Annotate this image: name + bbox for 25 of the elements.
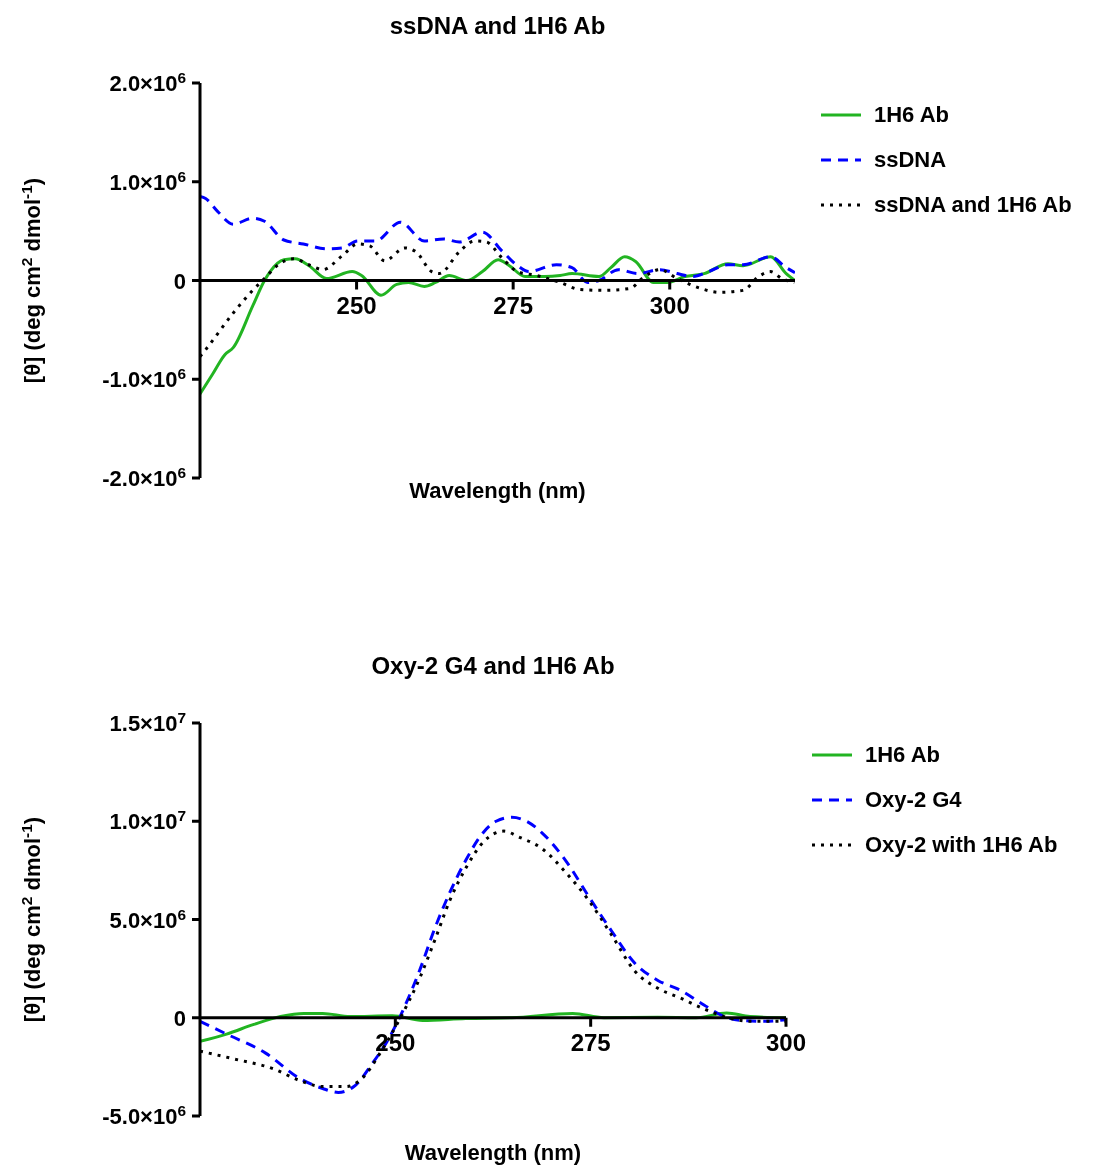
chart-title: Oxy-2 G4 and 1H6 Ab: [370, 652, 616, 680]
y-tick-label: 1.0×10$^{7}$: [109, 806, 186, 835]
legend-label: 1H6 Ab: [874, 101, 949, 128]
x-tick-label: 250: [336, 291, 377, 319]
x-tick-label: 300: [649, 291, 690, 319]
x-axis-title: Wavelength (nm): [404, 1140, 582, 1165]
chart-title: ssDNA and 1H6 Ab: [388, 12, 607, 40]
x-axis-title: Wavelength (nm): [409, 478, 586, 503]
y-tick-label: -5.0×10$^{6}$: [102, 1101, 186, 1129]
y-tick-label: 2.0×10$^{6}$: [109, 68, 186, 96]
y-tick-label: -1.0×10$^{6}$: [102, 364, 186, 393]
y-tick-label: 0: [173, 1005, 186, 1031]
y-tick-label: 5.0×10$^{6}$: [109, 905, 186, 933]
y-tick-label: 1.0×10$^{6}$: [109, 167, 186, 195]
legend-label: ssDNA: [874, 146, 947, 173]
y-tick-label: -2.0×10$^{6}$: [102, 463, 186, 491]
legend-label: 1H6 Ab: [865, 741, 940, 768]
legend-label: ssDNA and 1H6 Ab: [874, 191, 1072, 218]
x-tick-label: 275: [493, 291, 534, 319]
legend-label: Oxy-2 with 1H6 Ab: [865, 831, 1058, 858]
y-tick-label: 1.5×10$^{7}$: [109, 708, 186, 736]
legend-label: Oxy-2 G4: [865, 786, 962, 813]
y-tick-label: 0: [173, 268, 186, 294]
x-tick-label: 275: [570, 1028, 611, 1056]
x-tick-label: 300: [765, 1028, 807, 1056]
